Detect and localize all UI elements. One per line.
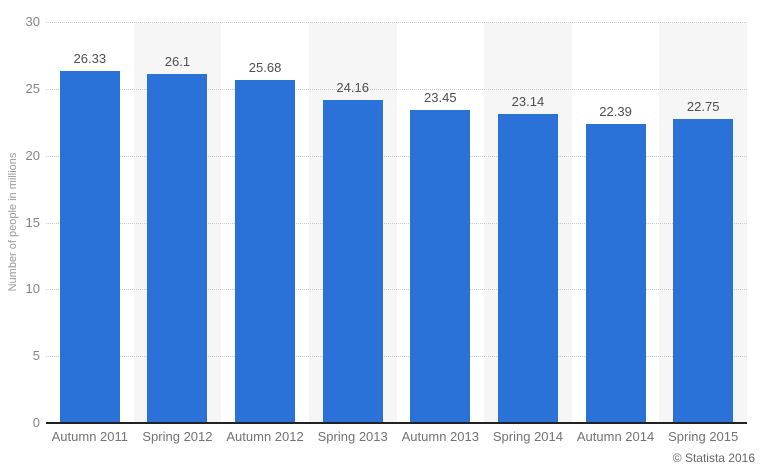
bar (235, 79, 296, 423)
y-axis-tick-label: 5 (32, 348, 40, 364)
x-axis-label: Spring 2015 (668, 429, 739, 444)
bar (497, 113, 558, 423)
bar-value-label: 26.1 (164, 54, 191, 70)
gridline (46, 88, 747, 90)
x-axis-label: Spring 2012 (142, 429, 213, 444)
y-axis-tick-label: 30 (25, 14, 40, 29)
y-axis-tick-label: 25 (25, 80, 40, 96)
bar-value-label: 22.39 (599, 103, 632, 119)
gridline (46, 22, 747, 23)
bar (59, 71, 120, 423)
gridline (46, 356, 747, 358)
x-axis-label: Autumn 2012 (226, 429, 304, 444)
bar-value-label: 23.14 (511, 93, 545, 109)
bar (147, 74, 208, 423)
x-axis-label: Autumn 2014 (576, 429, 655, 444)
y-axis-tick-label: 0 (32, 415, 40, 430)
y-axis-tick-label: 10 (25, 281, 40, 297)
x-axis-label: Spring 2013 (317, 429, 388, 444)
bar-value-label: 26.33 (73, 51, 107, 67)
x-axis-label: Autumn 2013 (401, 429, 479, 444)
bar (410, 109, 471, 423)
bar-value-label: 23.45 (424, 89, 457, 105)
x-axis-label: Autumn 2011 (51, 429, 128, 444)
y-axis-tick-label: 15 (25, 214, 40, 230)
statista-credit: © Statista 2016 (672, 451, 755, 465)
bar-value-label: 24.16 (336, 80, 369, 96)
gridline (46, 222, 747, 224)
bar (585, 123, 646, 423)
gridline (46, 155, 747, 157)
bar-value-label: 25.68 (248, 59, 282, 75)
bar-value-label: 22.75 (686, 98, 720, 114)
y-axis-tick-label: 20 (25, 147, 40, 163)
x-axis-line (46, 422, 747, 424)
bar (322, 100, 383, 423)
bar (673, 118, 734, 423)
gridline (46, 289, 747, 291)
x-axis-label: Spring 2014 (492, 429, 563, 444)
